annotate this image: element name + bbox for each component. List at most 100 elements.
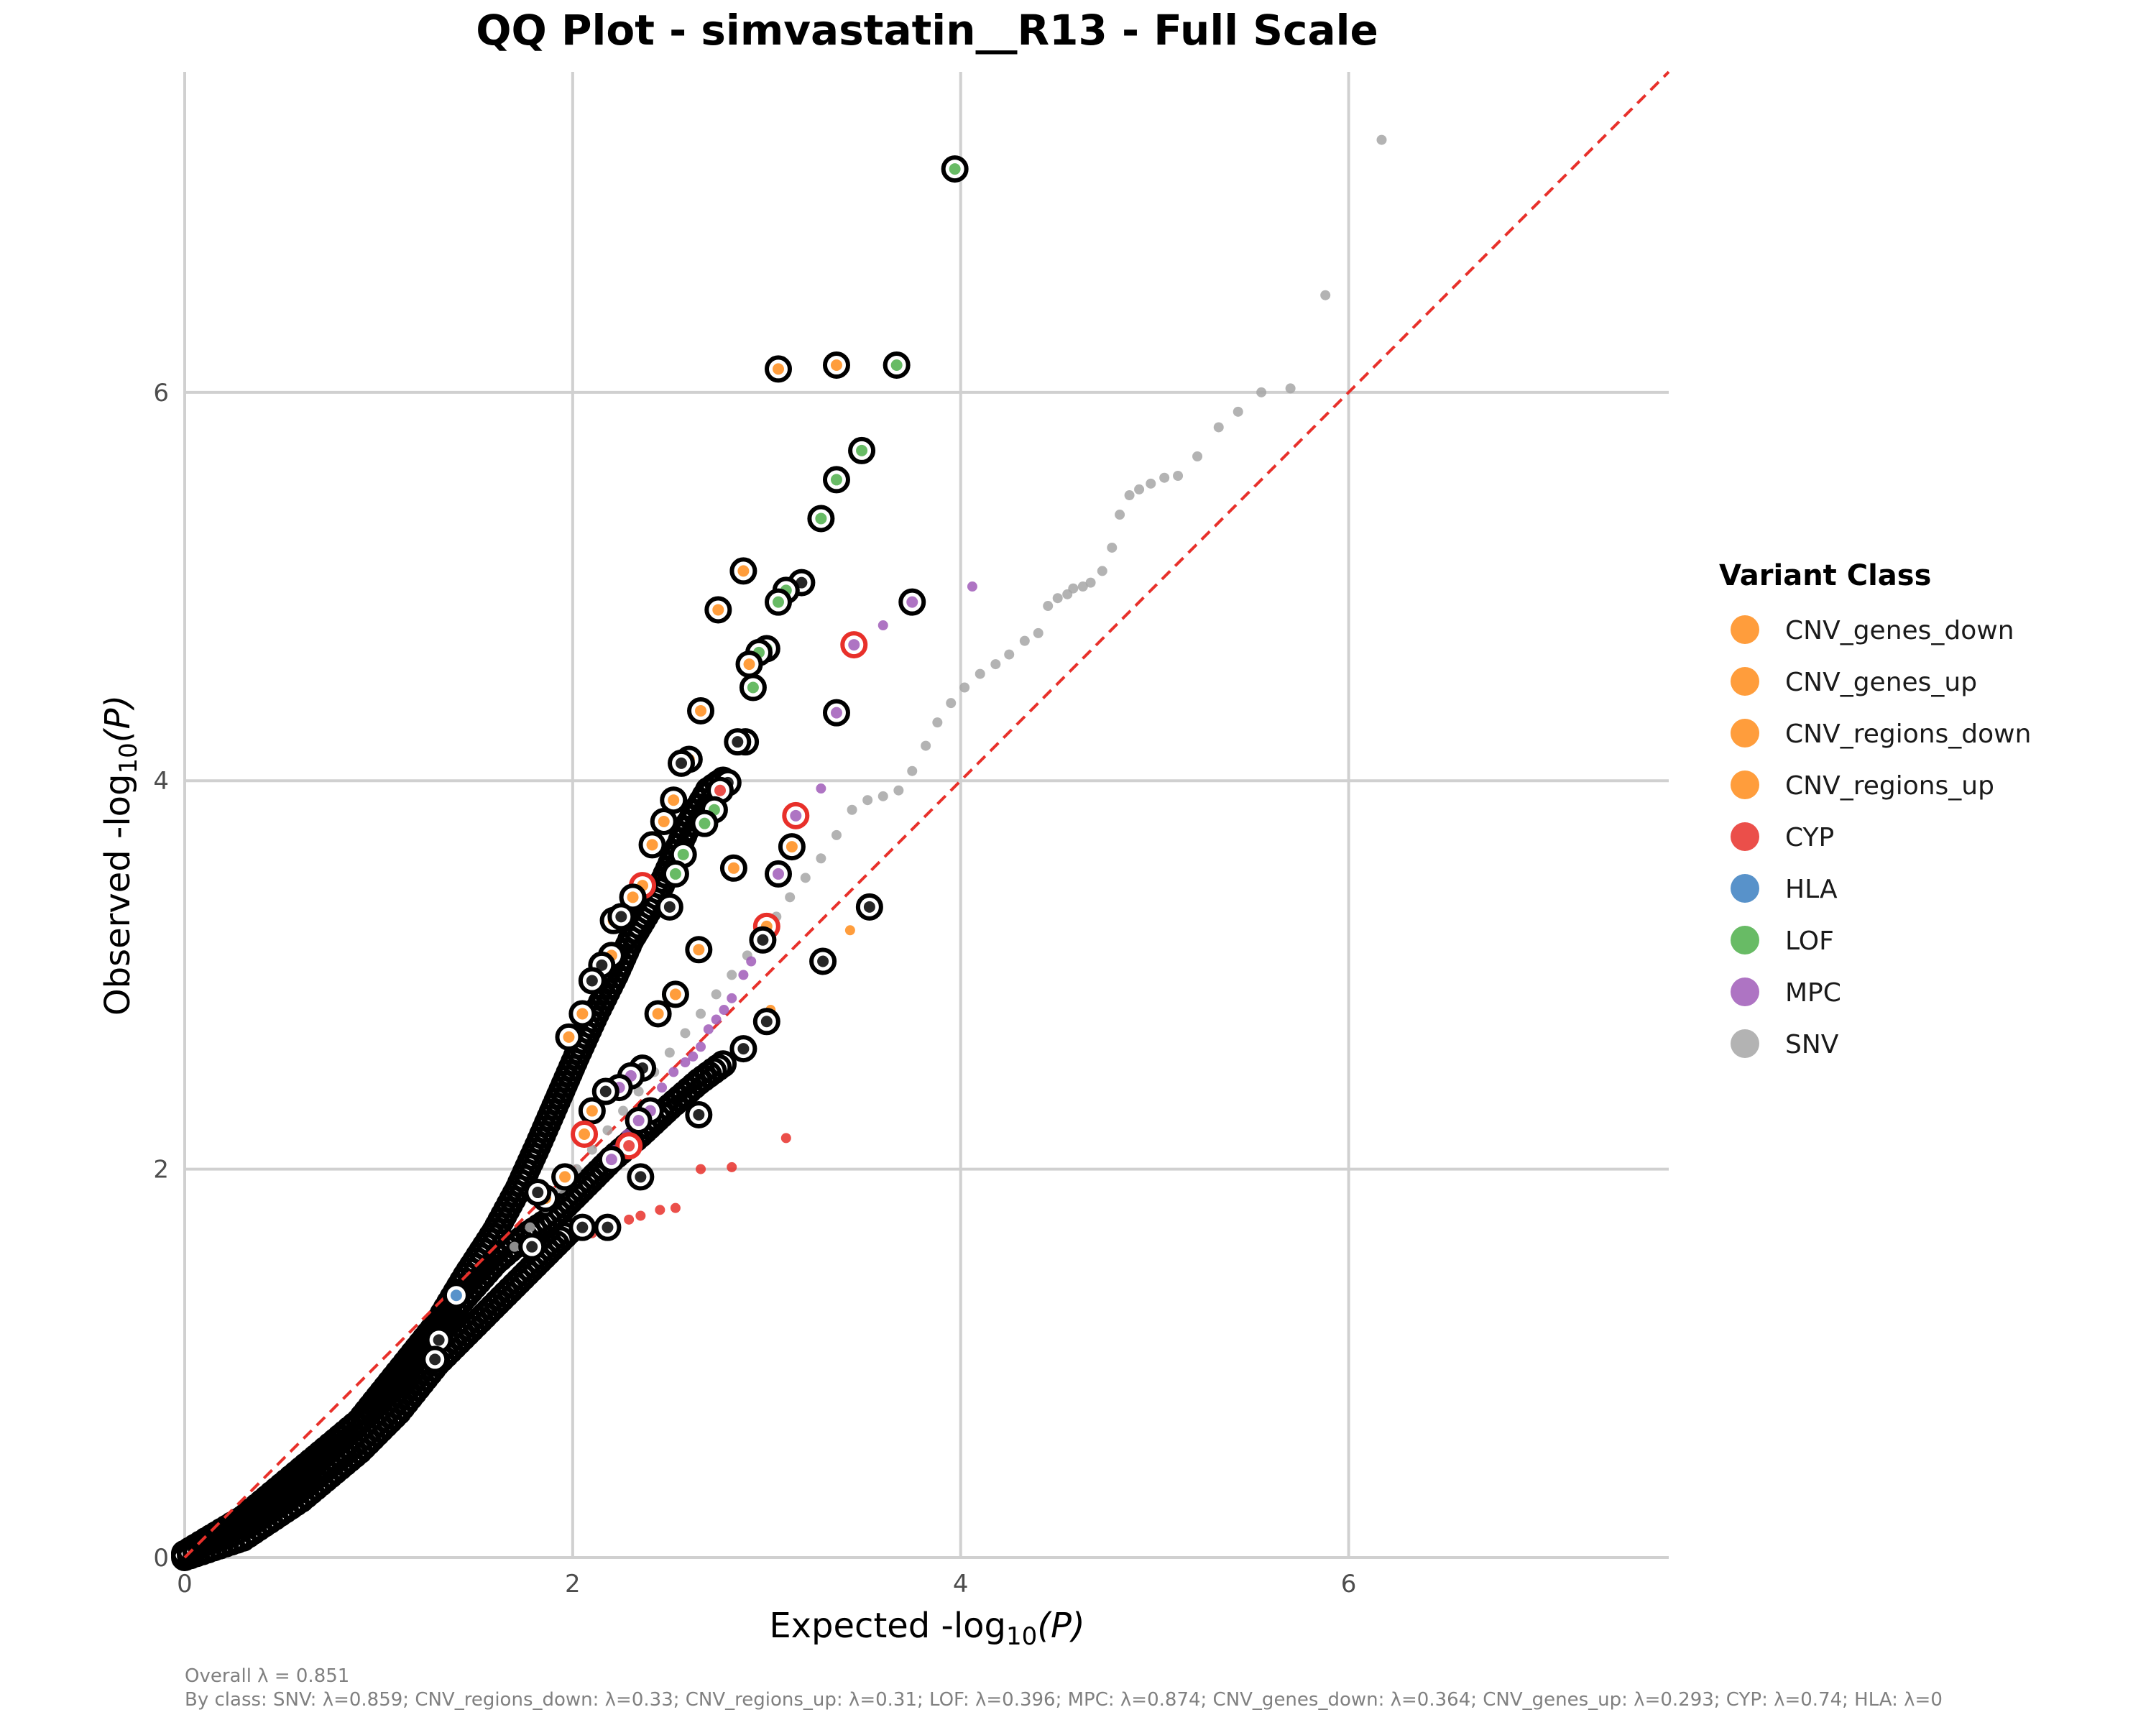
highlighted-point [743, 658, 755, 671]
highlighted-points [421, 155, 969, 1374]
highlighted-point [623, 1140, 635, 1152]
point-snv [816, 853, 826, 864]
highlighted-point [576, 1008, 589, 1020]
legend-label: LOF [1785, 926, 1834, 956]
point-snv [633, 1086, 644, 1097]
highlighted-point [652, 1008, 664, 1020]
highlighted-point [526, 1241, 538, 1253]
point-snv [1085, 577, 1096, 588]
point-snv [990, 659, 1001, 670]
point-mpc [688, 1051, 699, 1062]
point-mpc [696, 1041, 706, 1052]
x-tick-label: 6 [1341, 1570, 1357, 1598]
point-snv [1019, 635, 1030, 646]
highlighted-point [602, 1221, 614, 1233]
point-snv [1097, 566, 1107, 576]
x-tick-label: 0 [177, 1570, 193, 1598]
point-snv [680, 1028, 691, 1039]
legend: Variant Class CNV_genes_down CNV_genes_up… [1719, 559, 2031, 1059]
point-snv [1062, 589, 1073, 599]
highlighted-point [906, 596, 918, 608]
point-mpc [877, 620, 888, 631]
point-mpc [738, 970, 749, 980]
highlighted-point [576, 1221, 589, 1233]
highlighted-point [668, 794, 680, 806]
point-snv [1052, 593, 1063, 604]
highlighted-point [676, 757, 688, 769]
point-snv [1159, 472, 1170, 483]
legend-swatch [1731, 770, 1759, 799]
point-snv [1004, 649, 1015, 660]
legend-swatch [1731, 1029, 1759, 1058]
highlighted-point [605, 1154, 617, 1166]
highlighted-point [429, 1353, 441, 1366]
highlighted-point [830, 359, 842, 371]
highlighted-point [714, 784, 727, 796]
point-snv [907, 765, 918, 776]
highlighted-point [677, 848, 689, 860]
chart-title: QQ Plot - simvastatin__R13 - Full Scale [476, 6, 1378, 55]
highlighted-point [658, 815, 670, 827]
point-snv [800, 873, 811, 883]
point-snv [1043, 601, 1054, 612]
y-axis-label: Observed -log10(P) [98, 695, 143, 1016]
legend-label: CYP [1785, 823, 1834, 852]
x-tick-label: 4 [953, 1570, 969, 1598]
point-cyp [727, 1162, 737, 1172]
dense-point-main [709, 1050, 737, 1078]
point-snv [1213, 422, 1224, 433]
point-snv [664, 1047, 675, 1058]
point-mpc [746, 956, 757, 967]
highlighted-point [579, 1128, 591, 1140]
point-snv [696, 1008, 706, 1019]
highlighted-point [815, 512, 827, 525]
axis-ticks: 0 2 4 6 0 2 4 6 [153, 379, 1356, 1598]
highlighted-point [737, 1043, 750, 1055]
point-mpc [719, 1005, 729, 1016]
x-axis-label: Expected -log10(P) [769, 1606, 1084, 1651]
grid [183, 72, 1669, 1559]
highlighted-point [693, 944, 705, 956]
highlighted-point [890, 359, 903, 371]
highlighted-point [559, 1171, 571, 1183]
highlighted-point [635, 1171, 647, 1183]
point-snv [877, 791, 888, 801]
highlighted-point [786, 841, 798, 853]
legend-swatch [1731, 926, 1759, 954]
point-cyp [696, 1164, 706, 1174]
legend-label: CNV_regions_up [1785, 771, 1994, 801]
point-snv [602, 1125, 613, 1136]
highlighted-point [563, 1031, 575, 1043]
highlighted-point [433, 1334, 445, 1346]
point-cyp [635, 1210, 646, 1221]
highlighted-point [747, 681, 759, 694]
highlighted-point [773, 363, 784, 375]
highlighted-point [646, 839, 658, 851]
highlighted-point [632, 1115, 645, 1127]
point-snv [1233, 406, 1243, 417]
highlighted-point [773, 868, 784, 880]
highlighted-point [790, 809, 802, 822]
point-mpc [680, 1057, 691, 1067]
point-snv [1285, 383, 1296, 394]
point-snv [618, 1105, 629, 1116]
point-snv [1256, 387, 1267, 397]
highlighted-point [615, 911, 627, 923]
point-snv [1115, 510, 1125, 520]
point-cnv_genes_up [844, 925, 855, 936]
highlighted-point [712, 604, 724, 616]
legend-title: Variant Class [1719, 559, 1931, 592]
highlighted-point [669, 988, 681, 1000]
point-snv [1192, 451, 1203, 461]
legend-swatch [1731, 615, 1759, 644]
highlighted-point [848, 639, 860, 651]
highlighted-point [532, 1187, 544, 1199]
point-mpc [967, 581, 977, 592]
x-tick-label: 2 [565, 1570, 581, 1598]
point-snv [785, 892, 796, 903]
caption-overall-lambda: Overall λ = 0.851 [185, 1665, 349, 1687]
point-cyp [780, 1133, 791, 1144]
highlighted-point [773, 596, 784, 608]
point-snv [1134, 484, 1145, 494]
